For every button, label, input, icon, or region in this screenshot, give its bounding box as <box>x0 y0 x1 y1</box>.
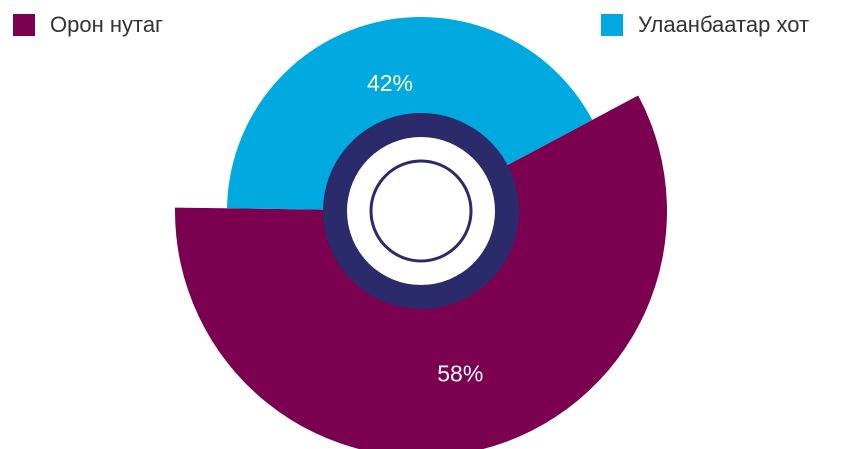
center-hole <box>347 137 495 285</box>
center-inner-circle <box>369 159 473 263</box>
legend-swatch-ulaanbaatar <box>601 14 623 36</box>
legend-item-ulaanbaatar: Улаанбаатар хот <box>601 12 809 38</box>
legend-label-ulaanbaatar: Улаанбаатар хот <box>638 12 810 37</box>
legend-item-rural: Орон нутаг <box>13 12 163 38</box>
legend-swatch-rural <box>13 14 35 36</box>
slice-label-ulaanbaatar: 42% <box>367 70 413 96</box>
slice-label-rural: 58% <box>437 361 483 387</box>
legend-label-rural: Орон нутаг <box>50 12 164 37</box>
